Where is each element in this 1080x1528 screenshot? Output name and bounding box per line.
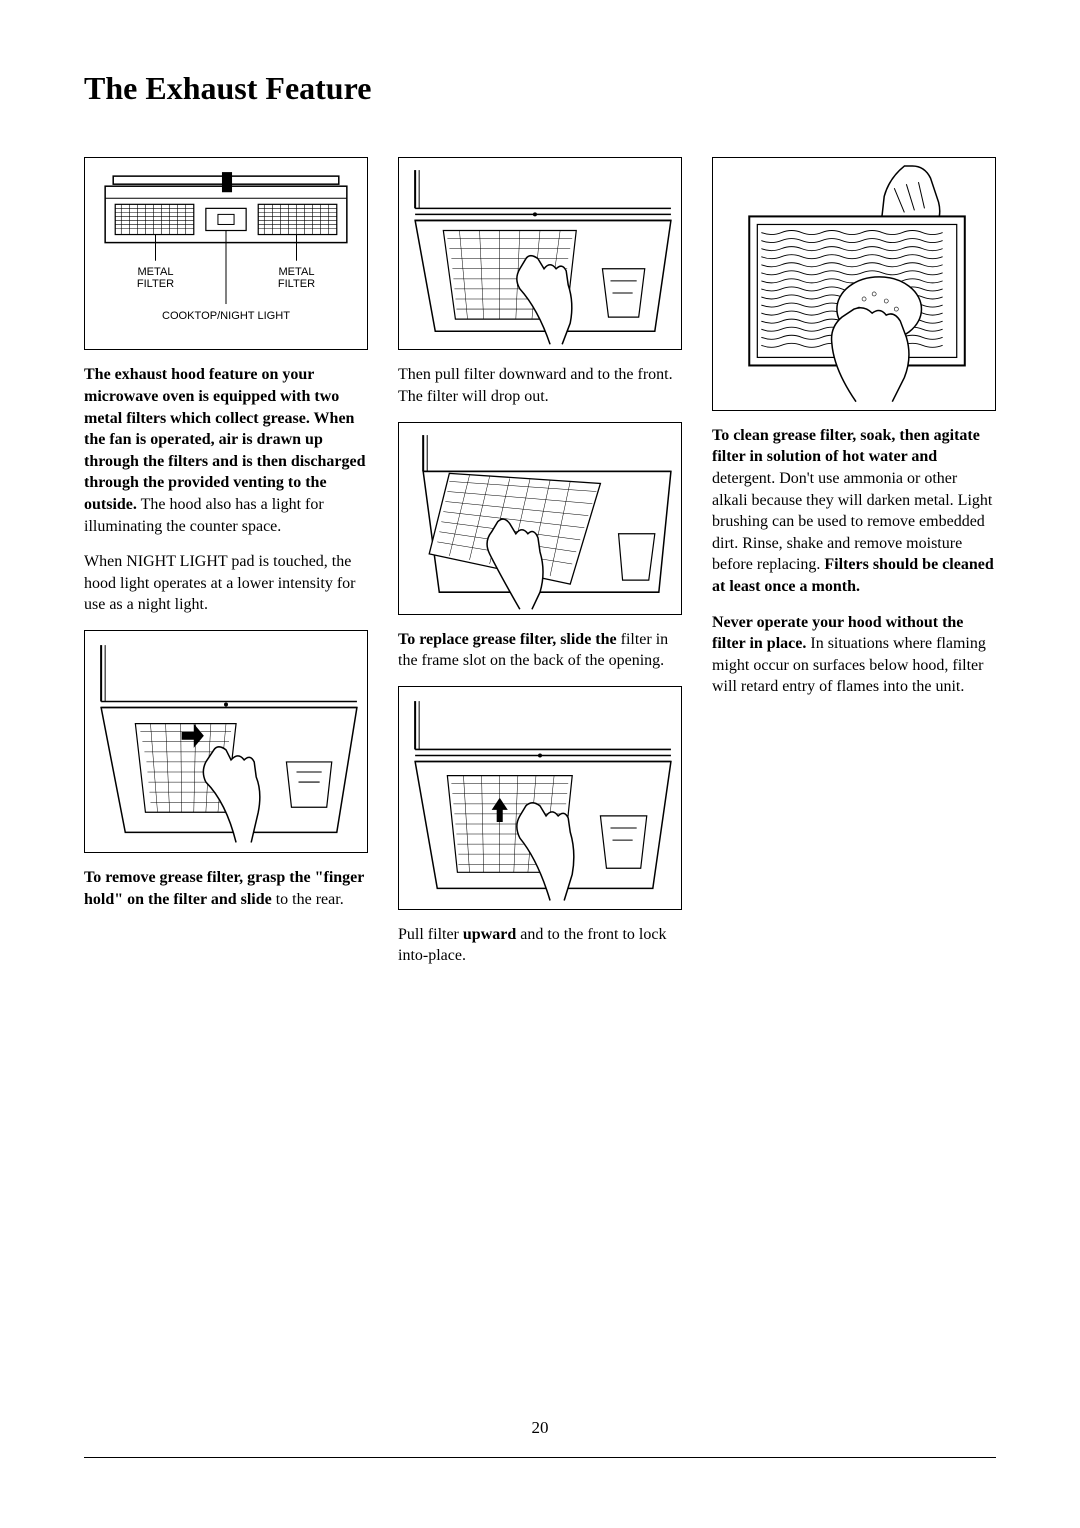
- col2-p1: Then pull filter downward and to the fro…: [398, 364, 682, 407]
- figure-pull-down: [398, 157, 682, 350]
- col1-p2: When NIGHT LIGHT pad is touched, the hoo…: [84, 551, 368, 616]
- col1-p1: The exhaust hood feature on your microwa…: [84, 364, 368, 537]
- figure-hood-front: METALFILTER METALFILTER COOKTOP/NIGHT LI…: [84, 157, 368, 350]
- figure-replace-slide: [398, 422, 682, 615]
- figure-remove-filter: [84, 630, 368, 854]
- footer-rule: [84, 1457, 996, 1458]
- fig1-label-left: METALFILTER: [137, 266, 174, 290]
- content-columns: METALFILTER METALFILTER COOKTOP/NIGHT LI…: [84, 157, 996, 981]
- fig1-label-right: METALFILTER: [278, 266, 315, 290]
- col1-p3: To remove grease filter, grasp the "fing…: [84, 867, 368, 910]
- page-title: The Exhaust Feature: [84, 70, 996, 107]
- figure-clean-filter: [712, 157, 996, 411]
- column-1: METALFILTER METALFILTER COOKTOP/NIGHT LI…: [84, 157, 368, 981]
- col2-p2: To replace grease filter, slide the filt…: [398, 629, 682, 672]
- col3-p1: To clean grease filter, soak, then agita…: [712, 425, 996, 598]
- column-3: To clean grease filter, soak, then agita…: [712, 157, 996, 981]
- figure-pull-upward: [398, 686, 682, 910]
- column-2: Then pull filter downward and to the fro…: [398, 157, 682, 981]
- col2-p3: Pull filter upward and to the front to l…: [398, 924, 682, 967]
- page-number: 20: [0, 1418, 1080, 1438]
- fig1-caption: COOKTOP/NIGHT LIGHT: [162, 310, 290, 322]
- col3-p2: Never operate your hood without the filt…: [712, 612, 996, 698]
